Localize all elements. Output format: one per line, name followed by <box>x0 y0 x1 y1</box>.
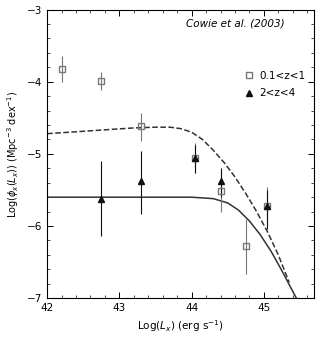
Y-axis label: $\mathrm{Log}(\phi_x(L_x))\ (\mathrm{Mpc}^{-3}\ \mathrm{dex}^{-1})$: $\mathrm{Log}(\phi_x(L_x))\ (\mathrm{Mpc… <box>5 90 21 218</box>
X-axis label: $\mathrm{Log}(L_{x})\ (\mathrm{erg\ s}^{-1})$: $\mathrm{Log}(L_{x})\ (\mathrm{erg\ s}^{… <box>137 319 224 335</box>
Text: Cowie et al. (2003): Cowie et al. (2003) <box>186 18 285 28</box>
Legend: 0.1<z<1, 2<z<4: 0.1<z<1, 2<z<4 <box>239 67 309 102</box>
